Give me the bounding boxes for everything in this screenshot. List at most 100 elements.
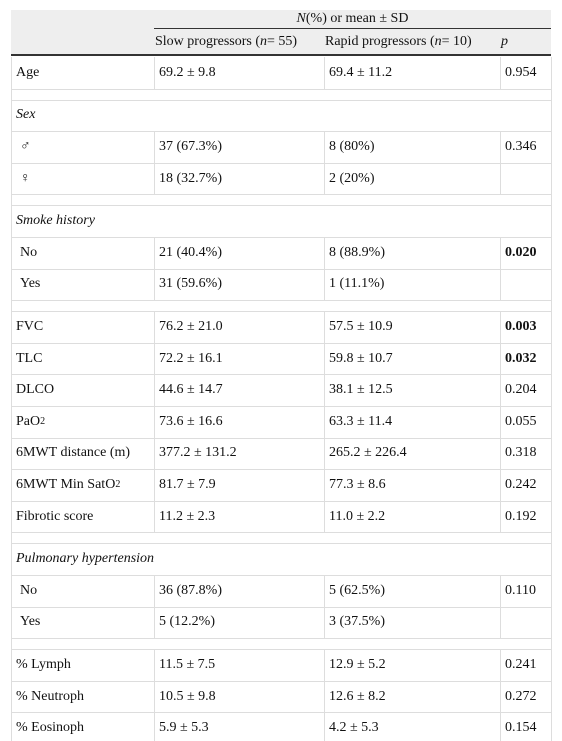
column-border — [324, 649, 325, 681]
text-segment: = 55) — [267, 34, 298, 49]
column-border — [154, 268, 155, 301]
column-border — [551, 311, 552, 343]
text-segment: 6MWT Min SatO — [16, 476, 116, 492]
text-segment: 2 — [115, 479, 121, 491]
column-border — [11, 342, 12, 375]
column-border — [11, 638, 12, 650]
column-border — [154, 57, 155, 89]
column-border — [154, 437, 155, 470]
column-border — [500, 437, 501, 470]
row-label: TLC — [16, 350, 43, 366]
column-border — [154, 131, 155, 163]
column-border — [324, 406, 325, 438]
column-border — [154, 712, 155, 741]
text-segment: PaO — [16, 413, 41, 429]
row-border — [11, 532, 551, 534]
column-border — [11, 311, 12, 343]
column-border — [500, 500, 501, 533]
column-border — [500, 268, 501, 301]
row-border — [11, 649, 551, 651]
column-border — [500, 712, 501, 741]
value-cell: 377.2 ± 131.2 — [159, 445, 237, 461]
row-border — [11, 638, 551, 640]
column-border — [551, 649, 552, 681]
column-border — [154, 606, 155, 639]
column-border — [324, 575, 325, 607]
value-cell: 63.3 ± 11.4 — [329, 413, 393, 429]
row-label: No — [20, 582, 38, 598]
column-border — [551, 469, 552, 501]
row-label: % Lymph — [16, 656, 71, 672]
value-cell: 37 (67.3%) — [159, 138, 222, 154]
column-border — [551, 300, 552, 312]
text-segment: N — [296, 11, 306, 26]
value-cell: 36 (87.8%) — [159, 582, 222, 598]
text-segment: Slow progressors ( — [155, 34, 260, 49]
value-cell: 81.7 ± 7.9 — [159, 476, 216, 492]
value-cell: 8 (80%) — [329, 138, 375, 154]
row-label: Age — [16, 64, 40, 80]
text-segment: n — [260, 34, 267, 49]
row-border — [11, 437, 551, 439]
column-border — [324, 311, 325, 343]
row-border — [11, 680, 551, 682]
p-value: 0.272 — [505, 688, 537, 704]
row-border — [11, 268, 551, 270]
column-border — [551, 575, 552, 607]
value-cell: 10.5 ± 9.8 — [159, 688, 216, 704]
p-value: 0.318 — [505, 445, 537, 461]
row-border — [11, 543, 551, 545]
value-cell: 59.8 ± 10.7 — [329, 350, 393, 366]
row-border — [11, 606, 551, 608]
column-border — [500, 469, 501, 501]
column-border — [500, 374, 501, 406]
value-cell: 57.5 ± 10.9 — [329, 318, 393, 334]
column-border — [500, 311, 501, 343]
row-border — [11, 205, 551, 207]
column-border — [11, 205, 12, 237]
column-border — [154, 311, 155, 343]
column-border — [500, 606, 501, 639]
value-cell: 12.6 ± 8.2 — [329, 688, 386, 704]
column-border — [11, 237, 12, 269]
row-label: FVC — [16, 318, 44, 334]
column-border — [500, 162, 501, 195]
column-border — [324, 469, 325, 501]
p-value: 0.204 — [505, 382, 537, 398]
column-border — [324, 712, 325, 741]
section-title: Smoke history — [16, 213, 95, 229]
row-border — [11, 374, 551, 376]
column-header: Rapid progressors (n = 10) — [325, 29, 501, 55]
column-border — [11, 406, 12, 438]
p-value: 0.192 — [505, 508, 537, 524]
column-border — [11, 543, 12, 575]
column-border — [551, 606, 552, 639]
column-border — [551, 406, 552, 438]
column-border — [11, 437, 12, 470]
column-border — [551, 268, 552, 301]
column-border — [551, 342, 552, 375]
column-border — [324, 437, 325, 470]
value-cell: 69.2 ± 9.8 — [159, 64, 216, 80]
column-border — [324, 131, 325, 163]
column-border — [551, 88, 552, 100]
row-label: PaO 2 — [16, 406, 45, 438]
value-cell: 69.4 ± 11.2 — [329, 64, 393, 80]
column-border — [154, 680, 155, 713]
column-header: p — [501, 29, 552, 55]
section-title: Pulmonary hypertension — [16, 551, 155, 567]
column-border — [500, 649, 501, 681]
column-border — [154, 649, 155, 681]
p-value: 0.242 — [505, 476, 537, 492]
column-border — [154, 500, 155, 533]
row-border — [11, 300, 551, 302]
column-border — [551, 131, 552, 163]
value-cell: 4.2 ± 5.3 — [329, 720, 379, 736]
text-segment: = 10) — [441, 34, 472, 49]
column-border — [551, 638, 552, 650]
column-border — [500, 57, 501, 89]
p-value: 0.110 — [505, 582, 536, 598]
column-border — [500, 406, 501, 438]
column-border — [154, 237, 155, 269]
column-border — [11, 300, 12, 312]
